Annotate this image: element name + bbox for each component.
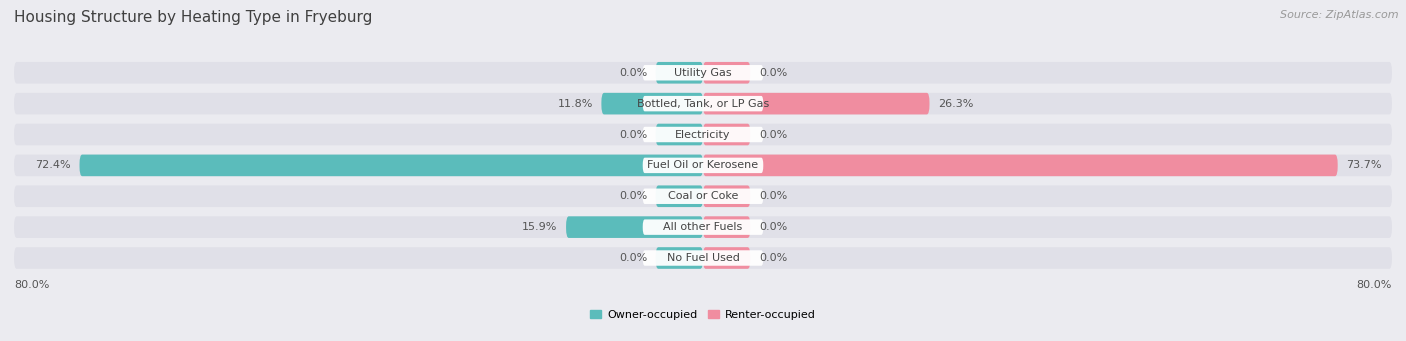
FancyBboxPatch shape xyxy=(703,247,751,269)
FancyBboxPatch shape xyxy=(643,189,763,204)
Text: 0.0%: 0.0% xyxy=(619,191,647,201)
FancyBboxPatch shape xyxy=(643,65,763,80)
Text: No Fuel Used: No Fuel Used xyxy=(666,253,740,263)
FancyBboxPatch shape xyxy=(655,124,703,145)
FancyBboxPatch shape xyxy=(643,158,763,173)
FancyBboxPatch shape xyxy=(602,93,703,115)
Text: 0.0%: 0.0% xyxy=(759,253,787,263)
FancyBboxPatch shape xyxy=(567,216,703,238)
Text: 0.0%: 0.0% xyxy=(619,68,647,78)
FancyBboxPatch shape xyxy=(14,124,1392,145)
FancyBboxPatch shape xyxy=(703,186,751,207)
Text: 80.0%: 80.0% xyxy=(14,280,49,290)
FancyBboxPatch shape xyxy=(14,216,1392,238)
Text: 0.0%: 0.0% xyxy=(759,222,787,232)
FancyBboxPatch shape xyxy=(703,124,751,145)
Text: Source: ZipAtlas.com: Source: ZipAtlas.com xyxy=(1281,10,1399,20)
Text: Fuel Oil or Kerosene: Fuel Oil or Kerosene xyxy=(647,160,759,170)
Text: 0.0%: 0.0% xyxy=(619,130,647,139)
FancyBboxPatch shape xyxy=(703,93,929,115)
FancyBboxPatch shape xyxy=(655,247,703,269)
FancyBboxPatch shape xyxy=(643,219,763,235)
Text: All other Fuels: All other Fuels xyxy=(664,222,742,232)
FancyBboxPatch shape xyxy=(14,186,1392,207)
FancyBboxPatch shape xyxy=(655,186,703,207)
FancyBboxPatch shape xyxy=(703,62,751,84)
Text: 11.8%: 11.8% xyxy=(557,99,593,109)
Text: 72.4%: 72.4% xyxy=(35,160,70,170)
FancyBboxPatch shape xyxy=(14,93,1392,115)
FancyBboxPatch shape xyxy=(14,154,1392,176)
Text: 0.0%: 0.0% xyxy=(759,130,787,139)
Text: 26.3%: 26.3% xyxy=(938,99,973,109)
Text: Bottled, Tank, or LP Gas: Bottled, Tank, or LP Gas xyxy=(637,99,769,109)
Text: 80.0%: 80.0% xyxy=(1357,280,1392,290)
FancyBboxPatch shape xyxy=(14,247,1392,269)
FancyBboxPatch shape xyxy=(703,216,751,238)
FancyBboxPatch shape xyxy=(14,62,1392,84)
Text: 0.0%: 0.0% xyxy=(619,253,647,263)
Text: 15.9%: 15.9% xyxy=(522,222,557,232)
FancyBboxPatch shape xyxy=(643,127,763,142)
Text: Electricity: Electricity xyxy=(675,130,731,139)
FancyBboxPatch shape xyxy=(703,154,1337,176)
Text: Utility Gas: Utility Gas xyxy=(675,68,731,78)
Text: 73.7%: 73.7% xyxy=(1347,160,1382,170)
Text: Housing Structure by Heating Type in Fryeburg: Housing Structure by Heating Type in Fry… xyxy=(14,10,373,25)
Text: Coal or Coke: Coal or Coke xyxy=(668,191,738,201)
Text: 0.0%: 0.0% xyxy=(759,68,787,78)
FancyBboxPatch shape xyxy=(655,62,703,84)
FancyBboxPatch shape xyxy=(80,154,703,176)
Text: 0.0%: 0.0% xyxy=(759,191,787,201)
Legend: Owner-occupied, Renter-occupied: Owner-occupied, Renter-occupied xyxy=(586,305,820,324)
FancyBboxPatch shape xyxy=(643,250,763,266)
FancyBboxPatch shape xyxy=(643,96,763,112)
